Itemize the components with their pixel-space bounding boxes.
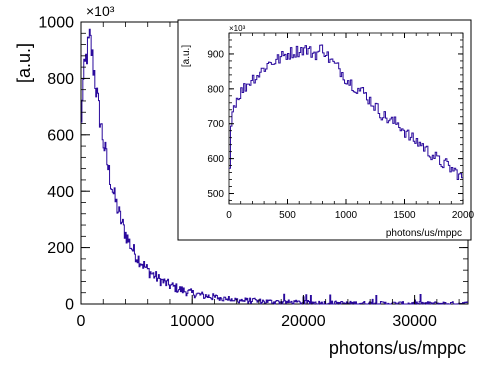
main-x-tick-label: 0 <box>77 313 86 330</box>
main-y-tick-label: 1000 <box>38 15 74 32</box>
main-series-line-0 <box>81 28 468 305</box>
main-x-tick-label: 30000 <box>392 313 437 330</box>
inset-x-tick-label: 2000 <box>452 210 475 221</box>
inset-x-tick-label: 1500 <box>393 210 416 221</box>
inset-y-tick-label: 700 <box>207 119 224 130</box>
inset-x-ticks: 0 500 1000 1500 2000 <box>226 33 475 221</box>
main-y-tick-label: 800 <box>47 71 74 88</box>
inset-y-tick-label: 900 <box>207 49 224 60</box>
inset-y-multiplier: ×10³ <box>229 24 246 33</box>
main-y-tick-label: 400 <box>47 184 74 201</box>
inset-y-tick-label: 600 <box>207 154 224 165</box>
inset-y-tick-label: 800 <box>207 84 224 95</box>
main-x-axis-label: photons/us/mppc <box>329 338 466 358</box>
main-x-tick-label: 10000 <box>170 313 215 330</box>
main-y-axis-label: [a.u.] <box>14 43 34 83</box>
main-series-group <box>81 28 468 305</box>
main-x-tick-label: 20000 <box>281 313 326 330</box>
inset-x-tick-label: 500 <box>279 210 296 221</box>
inset-y-axis-label: [a.u.] <box>181 45 192 67</box>
inset-x-tick-label: 0 <box>226 210 232 221</box>
main-y-tick-label: 200 <box>47 240 74 257</box>
inset-y-tick-label: 500 <box>207 189 224 200</box>
main-y-multiplier: ×10³ <box>86 3 115 19</box>
inset-y-ticks: 500 600 700 800 900 <box>207 32 463 201</box>
main-y-tick-label: 0 <box>65 297 74 314</box>
inset-x-tick-label: 1000 <box>335 210 358 221</box>
inset-series-line-0 <box>229 44 463 180</box>
main-y-tick-label: 600 <box>47 127 74 144</box>
inset-x-axis-label: photons/us/mppc <box>386 228 462 239</box>
inset-series-group <box>229 44 463 180</box>
